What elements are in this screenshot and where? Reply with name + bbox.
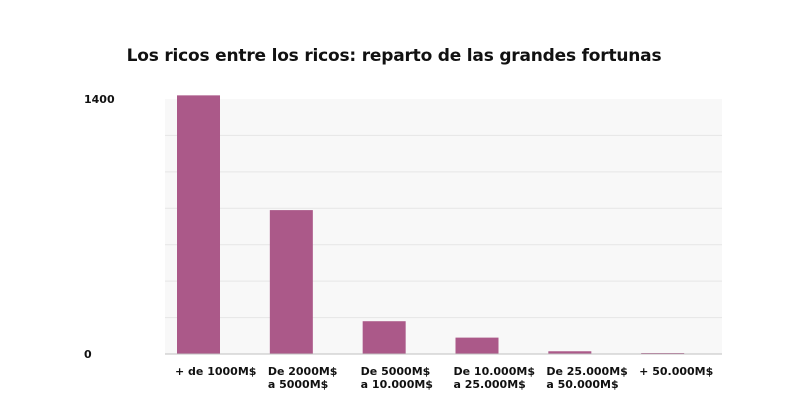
x-tick-label-line: + 50.000M$	[639, 365, 713, 378]
x-tick-label-line: De 25.000M$	[546, 365, 627, 378]
x-tick-label: + de 1000M$	[175, 365, 256, 378]
x-tick-label: + 50.000M$	[639, 365, 713, 378]
bar-2	[269, 210, 313, 354]
x-tick-label-line: a 10.000M$	[361, 378, 433, 391]
y-tick-label: 1400	[84, 93, 115, 106]
x-tick-label: De 5000M$ a 10.000M$	[361, 365, 433, 391]
x-tick-label: De 25.000M$ a 50.000M$	[546, 365, 627, 391]
x-tick-label: De 10.000M$ a 25.000M$	[454, 365, 535, 391]
x-tick-label-line: + de 1000M$	[175, 365, 256, 378]
x-tick-label-line: De 5000M$	[361, 365, 431, 378]
x-tick-label-line: De 10.000M$	[454, 365, 535, 378]
x-tick-label-line: a 25.000M$	[454, 378, 526, 391]
y-tick-label: 0	[84, 348, 92, 361]
bar-4	[455, 337, 499, 354]
bar-1	[177, 95, 220, 354]
x-tick-label-line: a 5000M$	[268, 378, 328, 391]
x-tick-label-line: De 2000M$	[268, 365, 338, 378]
plot-area	[165, 99, 722, 354]
x-tick-label: De 2000M$ a 5000M$	[268, 365, 338, 391]
bar-5	[548, 351, 592, 354]
x-tick-label-line: a 50.000M$	[546, 378, 618, 391]
chart-title: Los ricos entre los ricos: reparto de la…	[126, 46, 662, 66]
bar-3	[362, 321, 406, 354]
